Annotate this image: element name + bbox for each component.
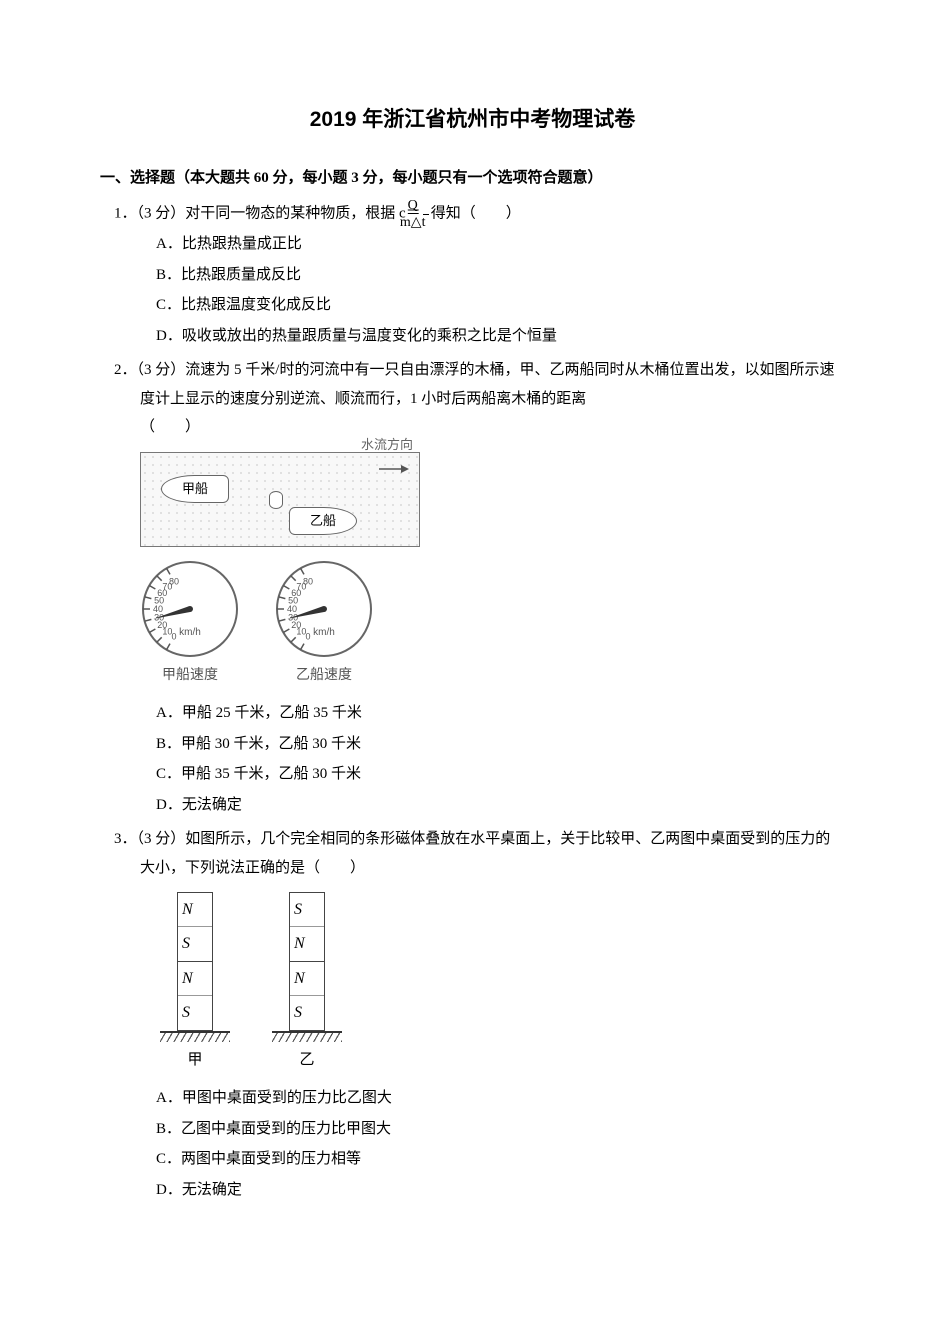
q1-formula-num: Q [423, 198, 429, 214]
flow-arrow-icon [379, 463, 409, 475]
q1-options: A．比热跟热量成正比 B．比热跟质量成反比 C．比热跟温度变化成反比 D．吸收或… [156, 230, 845, 350]
q3-figure: N S N S 甲 S N N [160, 892, 845, 1074]
question-3: 3．（3 分）如图所示，几个完全相同的条形磁体叠放在水平桌面上，关于比较甲、乙两… [100, 825, 845, 1204]
gauge-b-block: 01020304050607080 km/h 乙船速度 [274, 559, 374, 690]
q2-options: A．甲船 25 千米，乙船 35 千米 B．甲船 30 千米，乙船 30 千米 … [156, 699, 845, 819]
ground-hatch-b [272, 1033, 342, 1042]
gauges-row: 01020304050607080 km/h 甲船速度 010203040506… [140, 559, 845, 690]
q3-stem-text: 如图所示，几个完全相同的条形磁体叠放在水平桌面上，关于比较甲、乙两图中桌面受到的… [140, 831, 830, 876]
q2-option-a: A．甲船 25 千米，乙船 35 千米 [156, 699, 845, 728]
q1-points: （3 分） [137, 206, 186, 222]
section-header: 一、选择题（本大题共 60 分，每小题 3 分，每小题只有一个选项符合题意） [100, 164, 845, 193]
magnet-b-bottom: N S [289, 961, 325, 1031]
q3-option-c: C．两图中桌面受到的压力相等 [156, 1145, 845, 1174]
q1-option-b: B．比热跟质量成反比 [156, 261, 845, 290]
q3-points: （3 分） [137, 831, 186, 847]
q2-option-c: C．甲船 35 千米，乙船 30 千米 [156, 760, 845, 789]
gauge-a-label: 甲船速度 [140, 663, 240, 690]
gauge-b: 01020304050607080 km/h [274, 559, 374, 659]
magnet-a-bottom: N S [177, 961, 213, 1031]
q2-figure: 水流方向 甲船 乙船 01020304050607080 km/h [140, 452, 845, 690]
q3-number: 3． [114, 831, 137, 847]
q2-stem: 2．（3 分）流速为 5 千米/时的河流中有一只自由漂浮的木桶，甲、乙两船同时从… [114, 356, 845, 413]
gauge-a-block: 01020304050607080 km/h 甲船速度 [140, 559, 240, 690]
q1-number: 1． [114, 206, 137, 222]
gauge-a: 01020304050607080 km/h [140, 559, 240, 659]
q2-option-b: B．甲船 30 千米，乙船 30 千米 [156, 730, 845, 759]
question-2: 2．（3 分）流速为 5 千米/时的河流中有一只自由漂浮的木桶，甲、乙两船同时从… [100, 356, 845, 819]
q1-option-d: D．吸收或放出的热量跟质量与温度变化的乘积之比是个恒量 [156, 322, 845, 351]
q3-option-b: B．乙图中桌面受到的压力比甲图大 [156, 1115, 845, 1144]
stack-a-label: 甲 [160, 1046, 230, 1075]
page-title: 2019 年浙江省杭州市中考物理试卷 [100, 100, 845, 140]
pole-a-bot-n: N [178, 962, 212, 996]
q3-options: A．甲图中桌面受到的压力比乙图大 B．乙图中桌面受到的压力比甲图大 C．两图中桌… [156, 1084, 845, 1204]
q3-option-a: A．甲图中桌面受到的压力比乙图大 [156, 1084, 845, 1113]
q2-blank: （ ） [140, 413, 845, 442]
ground-hatch-a [160, 1033, 230, 1042]
pole-a-bot-s: S [178, 996, 212, 1030]
q1-stem-pre: 对干同一物态的某种物质，根据 c＝ [185, 206, 420, 222]
q1-option-a: A．比热跟热量成正比 [156, 230, 845, 259]
river-diagram: 水流方向 甲船 乙船 [140, 452, 420, 547]
q2-number: 2． [114, 362, 137, 378]
magnet-b-top: S N [289, 892, 325, 962]
q2-stem-text: 流速为 5 千米/时的河流中有一只自由漂浮的木桶，甲、乙两船同时从木桶位置出发，… [140, 362, 834, 407]
pole-b-top-s: S [290, 893, 324, 927]
flow-direction-label: 水流方向 [361, 433, 413, 458]
svg-text:80: 80 [303, 576, 313, 586]
gauge-a-unit: km/h [179, 627, 201, 638]
stack-b-label: 乙 [272, 1046, 342, 1075]
magnet-a-top: N S [177, 892, 213, 962]
magnet-stack-a: N S N S 甲 [160, 892, 230, 1074]
gauge-b-label: 乙船速度 [274, 663, 374, 690]
gauge-b-unit: km/h [313, 627, 335, 638]
q2-points: （3 分） [137, 362, 186, 378]
barrel-icon [269, 491, 283, 509]
q1-option-c: C．比热跟温度变化成反比 [156, 291, 845, 320]
q1-formula: Qm△t [423, 198, 429, 230]
question-1: 1．（3 分）对干同一物态的某种物质，根据 c＝Qm△t得知（ ） A．比热跟热… [100, 198, 845, 350]
q2-option-d: D．无法确定 [156, 791, 845, 820]
pole-a-top-s: S [178, 927, 212, 961]
pole-b-bot-s: S [290, 996, 324, 1030]
svg-text:80: 80 [169, 576, 179, 586]
q3-option-d: D．无法确定 [156, 1176, 845, 1205]
q1-stem: 1．（3 分）对干同一物态的某种物质，根据 c＝Qm△t得知（ ） [114, 198, 845, 230]
boat-a: 甲船 [161, 475, 229, 504]
pole-b-top-n: N [290, 927, 324, 961]
q1-stem-post: 得知（ ） [431, 206, 521, 222]
pole-a-top-n: N [178, 893, 212, 927]
magnet-stack-b: S N N S 乙 [272, 892, 342, 1074]
pole-b-bot-n: N [290, 962, 324, 996]
boat-b: 乙船 [289, 507, 357, 536]
q1-formula-den: m△t [423, 215, 429, 230]
q3-stem: 3．（3 分）如图所示，几个完全相同的条形磁体叠放在水平桌面上，关于比较甲、乙两… [114, 825, 845, 882]
